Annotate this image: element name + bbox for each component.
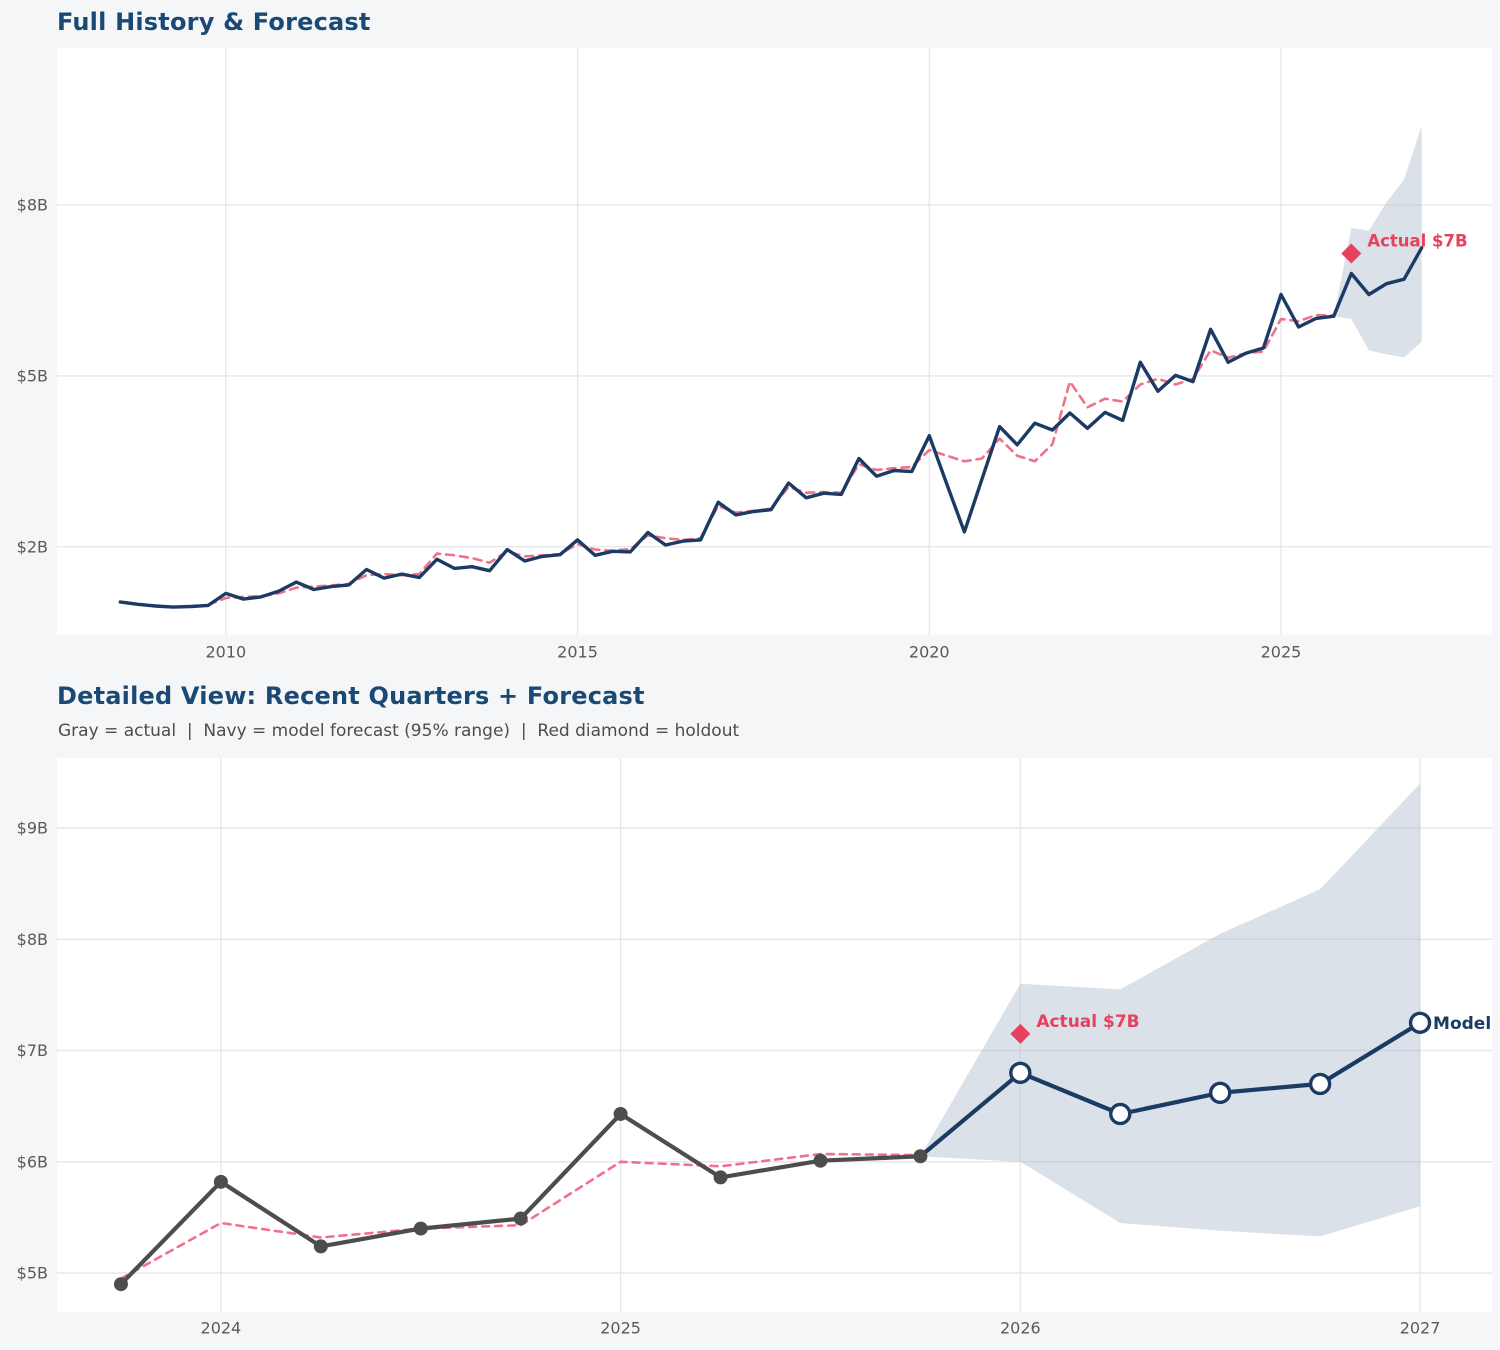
x-tick-label: 2026	[1000, 1319, 1041, 1338]
y-tick-label: $8B	[17, 196, 48, 215]
y-tick-label: $5B	[17, 366, 48, 385]
x-tick-label: 2025	[600, 1319, 641, 1338]
chart2-subtitle: Gray = actual | Navy = model forecast (9…	[58, 721, 740, 741]
forecast-point-marker	[1308, 1072, 1332, 1096]
y-tick-label: $5B	[17, 1264, 48, 1283]
chart2-title: Detailed View: Recent Quarters + Forecas…	[57, 682, 645, 710]
actual-point-marker	[113, 1277, 128, 1292]
actual-point-marker	[913, 1149, 928, 1164]
confidence-band	[920, 783, 1421, 1237]
actual-point-marker	[613, 1106, 628, 1121]
holdout-diamond-icon	[1010, 1023, 1031, 1044]
holdout-annotation-label: Actual $7B	[1036, 1012, 1139, 1032]
actual-point-marker	[413, 1221, 428, 1236]
holdout-diamond-icon	[1341, 243, 1362, 264]
forecast-point-marker	[1208, 1081, 1232, 1105]
y-tick-label: $7B	[17, 1041, 48, 1060]
x-tick-label: 2025	[1261, 643, 1302, 662]
actual-point-marker	[313, 1239, 328, 1254]
actual-point-marker	[513, 1211, 528, 1226]
x-tick-label: 2015	[557, 643, 598, 662]
model-forecast-line	[918, 1020, 1423, 1159]
model-forecast-line	[1331, 246, 1424, 318]
forecast-point-marker	[1109, 1102, 1132, 1126]
forecast-point-marker	[1009, 1061, 1032, 1085]
actual-point-marker	[813, 1153, 828, 1168]
plot-area	[57, 758, 1492, 1312]
y-tick-label: $8B	[17, 930, 48, 949]
actual-history-line	[118, 292, 1336, 609]
chart1-title: Full History & Forecast	[57, 8, 371, 36]
x-tick-label: 2024	[201, 1319, 242, 1338]
y-tick-label: $9B	[17, 819, 48, 838]
holdout-annotation-label: Actual $7B	[1367, 232, 1467, 251]
plot-area	[57, 48, 1492, 635]
confidence-band	[1333, 125, 1422, 358]
forecast-point-marker	[1408, 1011, 1432, 1034]
y-tick-label: $2B	[17, 537, 48, 556]
y-tick-label: $6B	[17, 1152, 48, 1171]
x-tick-label: 2020	[909, 643, 950, 662]
x-tick-label: 2027	[1400, 1319, 1441, 1338]
actual-point-marker	[713, 1170, 728, 1185]
model-end-label: Model	[1433, 1014, 1491, 1034]
actual-point-marker	[213, 1174, 228, 1189]
x-tick-label: 2010	[205, 643, 246, 662]
